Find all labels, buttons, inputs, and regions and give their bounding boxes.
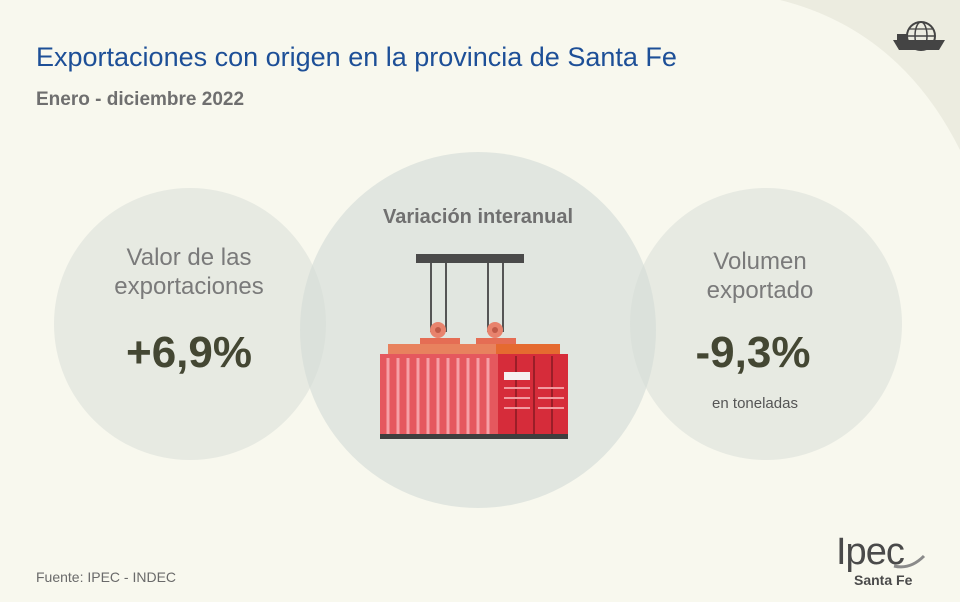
export-volume-change: -9,3% [695, 328, 811, 377]
ipec-logo: Ipec Santa Fe [830, 532, 930, 592]
center-label: Variación interanual [382, 206, 574, 228]
logo-swoosh-icon [893, 554, 926, 569]
right-circle [630, 188, 902, 460]
page-subtitle: Enero - diciembre 2022 [36, 89, 245, 110]
export-value-label: Valor de las exportaciones [114, 244, 264, 300]
left-circle [54, 188, 326, 460]
volume-unit: en toneladas [712, 395, 798, 412]
page-title: Exportaciones con origen en la provincia… [36, 42, 677, 72]
export-volume-label: Volumen exportado [706, 248, 814, 304]
export-value-change: +6,9% [126, 328, 252, 377]
logo-text: Ipec [836, 531, 905, 573]
center-circle [300, 152, 656, 508]
logo-subtitle: Santa Fe [854, 572, 913, 588]
source-note: Fuente: IPEC - INDEC [36, 569, 177, 585]
container-crane-icon [380, 254, 568, 439]
ship-globe-icon [893, 21, 945, 51]
